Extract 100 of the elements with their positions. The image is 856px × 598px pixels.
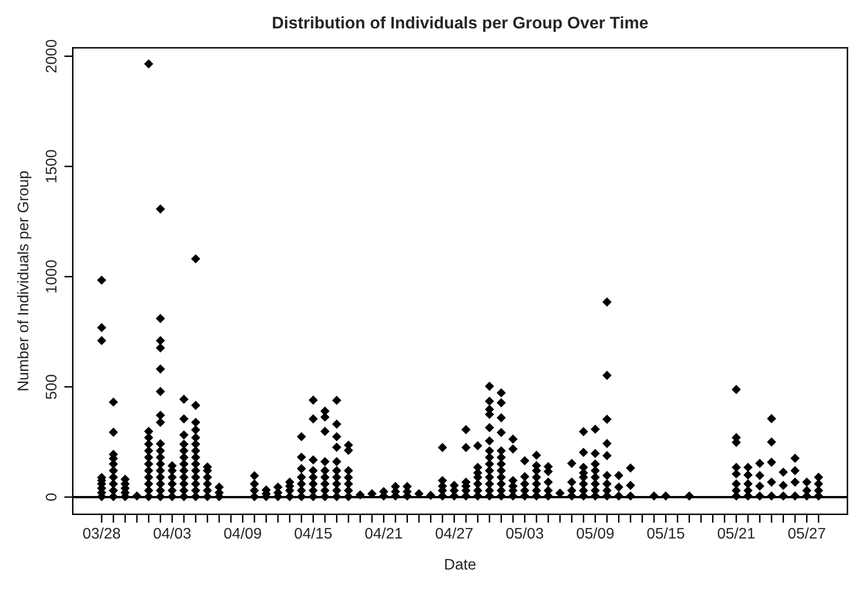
- point: [202, 492, 212, 502]
- point: [191, 400, 200, 410]
- point: [484, 396, 494, 406]
- point: [144, 59, 154, 69]
- point: [484, 382, 494, 391]
- point: [191, 254, 200, 264]
- point: [602, 479, 612, 488]
- point: [743, 462, 753, 472]
- point: [179, 452, 189, 462]
- point: [97, 322, 106, 332]
- point: [520, 479, 530, 488]
- x-tick-label: 04/15: [294, 527, 332, 539]
- point: [590, 424, 600, 434]
- point: [156, 343, 166, 352]
- point: [156, 336, 166, 346]
- point: [156, 204, 166, 214]
- point: [484, 452, 494, 462]
- point: [320, 486, 330, 496]
- point: [766, 458, 776, 467]
- point: [308, 395, 318, 405]
- point: [308, 414, 318, 424]
- point: [344, 472, 354, 482]
- y-tick-label: 0: [46, 493, 57, 501]
- point: [308, 472, 318, 482]
- point: [755, 481, 764, 491]
- point: [132, 491, 142, 501]
- point: [156, 446, 166, 456]
- point: [308, 455, 318, 464]
- point: [202, 486, 212, 496]
- point: [755, 491, 764, 501]
- point: [156, 439, 166, 448]
- chart-title: Distribution of Individuals per Group Over Time: [272, 16, 648, 32]
- y-axis-title: Number of Individuals per Group: [17, 171, 32, 390]
- point: [649, 491, 659, 501]
- point: [778, 468, 788, 477]
- point: [790, 454, 800, 463]
- point: [626, 463, 636, 473]
- point: [320, 466, 330, 476]
- point: [156, 314, 166, 324]
- point: [438, 442, 448, 452]
- x-tick-label: 04/09: [224, 527, 262, 539]
- point: [544, 477, 553, 487]
- x-tick-label: 04/27: [436, 527, 473, 539]
- point: [179, 440, 189, 449]
- point: [484, 459, 494, 469]
- point: [626, 491, 636, 501]
- point: [108, 479, 118, 488]
- point: [508, 444, 518, 454]
- point: [332, 442, 342, 452]
- point: [532, 450, 542, 460]
- point: [97, 336, 106, 346]
- point: [344, 466, 354, 476]
- point: [496, 388, 506, 398]
- point: [578, 462, 588, 472]
- point: [179, 492, 189, 502]
- point: [356, 490, 365, 500]
- point: [602, 470, 612, 480]
- point: [156, 410, 166, 420]
- point: [684, 491, 694, 501]
- point: [473, 441, 482, 450]
- point: [732, 462, 741, 472]
- point: [156, 492, 166, 502]
- x-tick-label: 05/21: [718, 527, 755, 539]
- point: [144, 452, 154, 462]
- point: [250, 471, 260, 480]
- point: [766, 491, 776, 501]
- point: [508, 434, 518, 444]
- point: [732, 479, 741, 488]
- point: [156, 459, 166, 469]
- point: [766, 414, 776, 424]
- y-tick-label: 500: [46, 374, 57, 399]
- y-tick-label: 1000: [46, 260, 57, 292]
- point: [250, 486, 260, 496]
- point: [156, 479, 166, 488]
- point: [602, 297, 612, 307]
- point: [156, 386, 166, 396]
- x-tick-label: 05/03: [506, 527, 544, 539]
- point: [790, 466, 800, 476]
- point: [578, 427, 588, 436]
- point: [156, 466, 166, 476]
- point: [778, 491, 788, 501]
- point: [496, 428, 506, 438]
- point: [461, 425, 471, 434]
- point: [202, 479, 212, 488]
- point: [179, 394, 189, 404]
- point: [755, 470, 764, 480]
- point: [320, 406, 330, 416]
- point: [578, 448, 588, 457]
- point: [520, 472, 530, 482]
- point: [332, 456, 342, 466]
- point: [732, 384, 741, 394]
- point: [296, 486, 306, 496]
- x-tick-label: 04/03: [154, 527, 191, 539]
- point: [766, 477, 776, 487]
- x-tick-label: 05/27: [788, 527, 826, 539]
- point: [602, 370, 612, 380]
- point: [590, 459, 600, 469]
- point: [602, 438, 612, 448]
- point: [320, 456, 330, 466]
- point: [108, 492, 118, 502]
